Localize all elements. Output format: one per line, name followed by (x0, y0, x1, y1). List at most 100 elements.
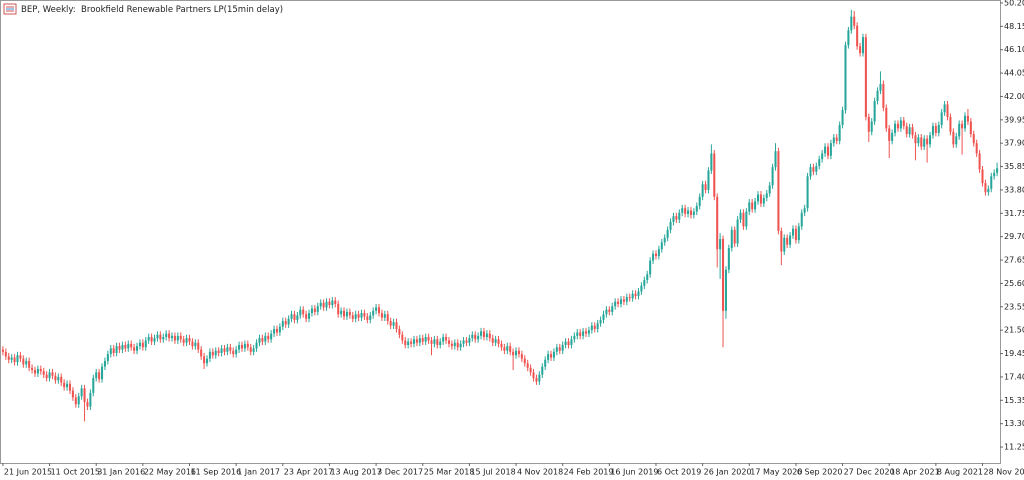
candle-body (774, 151, 777, 168)
candle-body (888, 128, 891, 141)
candle-body (395, 322, 398, 330)
candle-body (380, 313, 383, 318)
candle-body (310, 308, 313, 314)
x-tick-label: 23 Apr 2017 (284, 468, 333, 477)
y-tick-label: 50.20 (1004, 0, 1024, 7)
candle-body (996, 168, 999, 173)
candle-body (465, 340, 468, 343)
y-tick-label: 44.05 (1004, 69, 1024, 78)
plot-frame (0, 0, 1001, 464)
candle-body (313, 308, 316, 312)
candle-body (456, 342, 459, 348)
candle-body (118, 346, 121, 350)
candle-body (4, 351, 7, 357)
candle-body (474, 334, 477, 340)
chart-title: BEP, Weekly: Brookfield Renewable Partne… (21, 5, 283, 15)
candle-body (287, 318, 290, 325)
candle-body (389, 321, 392, 326)
candle-body (334, 300, 337, 304)
candle-body (453, 342, 456, 347)
candle-body (853, 16, 856, 26)
candle-body (786, 237, 789, 245)
candle-body (357, 314, 360, 318)
candle-body (103, 360, 106, 367)
candle-body (894, 123, 897, 133)
candle-body (532, 372, 535, 379)
candle-body (337, 303, 340, 315)
candle-body (208, 351, 211, 359)
candle-body (896, 123, 899, 129)
candle-body (354, 314, 357, 319)
candle-body (710, 153, 713, 171)
candle-body (83, 388, 86, 403)
candle-body (984, 183, 987, 193)
y-tick-label: 37.90 (1004, 139, 1024, 148)
candle-body (733, 229, 736, 244)
y-tick-label: 19.45 (1004, 349, 1024, 358)
candle-body (51, 372, 54, 376)
candle-body (28, 360, 31, 368)
candle-body (978, 153, 981, 170)
candle-body (439, 341, 442, 345)
candle-body (526, 363, 529, 368)
candle-body (870, 121, 873, 132)
candle-body (515, 350, 518, 356)
candle-body (663, 237, 666, 243)
candle-body (19, 355, 22, 359)
candle-body (748, 202, 751, 212)
candle-body (829, 143, 832, 156)
candle-body (494, 339, 497, 343)
candle-body (917, 137, 920, 144)
candle-body (331, 300, 334, 306)
candle-body (482, 331, 485, 338)
candle-body (427, 337, 430, 341)
x-tick-label: 27 Dec 2020 (844, 468, 895, 477)
candle-body (678, 212, 681, 220)
candle-body (722, 238, 725, 311)
candle-body (205, 358, 209, 364)
y-tick-label: 35.85 (1004, 162, 1024, 171)
y-tick-label: 11.25 (1004, 443, 1024, 452)
y-tick-label: 15.35 (1004, 396, 1024, 405)
candle-body (238, 344, 241, 350)
candle-body (824, 146, 827, 154)
candle-body (188, 338, 191, 342)
candle-body (602, 314, 605, 320)
candle-body (695, 205, 698, 212)
candle-body (544, 359, 547, 367)
candle-body (98, 372, 101, 380)
candle-body (652, 253, 655, 261)
y-tick-label: 31.75 (1004, 209, 1024, 218)
candle-body (95, 372, 98, 379)
candle-body (815, 166, 818, 172)
candle-body (130, 343, 133, 348)
candle-body (832, 137, 835, 144)
y-tick-label: 27.65 (1004, 256, 1024, 265)
candle-body (503, 347, 506, 351)
candle-body (226, 347, 229, 352)
candle-body (789, 235, 792, 245)
candle-body (800, 212, 803, 227)
candle-body (631, 293, 634, 299)
candle-body (716, 196, 719, 250)
candle-body (672, 216, 675, 222)
candle-body (794, 228, 797, 241)
candle-body (404, 340, 407, 345)
y-tick-label: 46.10 (1004, 45, 1024, 54)
candle-body (975, 143, 978, 154)
candle-body (45, 374, 48, 379)
candle-body (261, 338, 264, 342)
x-tick-label: 17 May 2020 (750, 468, 802, 477)
candle-body (74, 397, 77, 405)
candle-body (739, 212, 742, 220)
candle-body (442, 337, 445, 342)
candle-body (859, 46, 862, 54)
candle-body (153, 338, 156, 342)
candle-body (147, 337, 150, 341)
candle-body (293, 314, 296, 320)
candle-body (36, 368, 39, 374)
y-tick-label: 25.60 (1004, 279, 1024, 288)
candle-body (375, 307, 378, 311)
candle-body (643, 280, 646, 286)
